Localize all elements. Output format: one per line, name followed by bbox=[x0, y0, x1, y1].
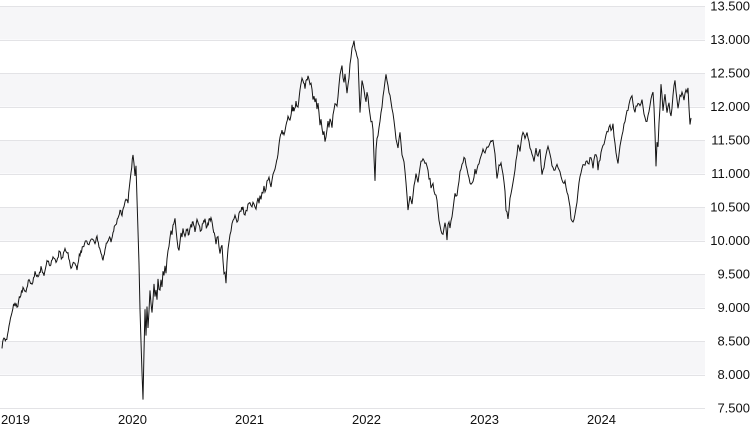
band bbox=[0, 274, 705, 308]
x-tick-label: 2024 bbox=[587, 412, 616, 427]
y-tick-label: 7.500 bbox=[717, 401, 750, 416]
y-tick-label: 11.000 bbox=[711, 166, 750, 181]
band bbox=[0, 73, 705, 107]
band bbox=[0, 140, 705, 174]
y-tick-label: 13.500 bbox=[710, 0, 750, 14]
y-tick-label: 10.000 bbox=[710, 233, 750, 248]
x-tick-label: 2021 bbox=[235, 412, 264, 427]
x-tick-label: 2022 bbox=[352, 412, 381, 427]
x-tick-label: 2020 bbox=[118, 412, 147, 427]
y-tick-label: 9.000 bbox=[717, 300, 750, 315]
price-line bbox=[1, 40, 692, 400]
band bbox=[0, 207, 705, 241]
y-tick-label: 8.500 bbox=[717, 334, 750, 349]
band bbox=[0, 6, 705, 40]
band bbox=[0, 341, 705, 375]
y-tick-label: 12.500 bbox=[710, 66, 750, 81]
y-tick-label: 11.500 bbox=[711, 133, 750, 148]
x-tick-label: 2019 bbox=[1, 412, 30, 427]
y-tick-label: 13.000 bbox=[710, 32, 750, 47]
y-tick-label: 8.000 bbox=[717, 367, 750, 382]
y-tick-label: 12.000 bbox=[710, 99, 750, 114]
x-tick-label: 2023 bbox=[470, 412, 499, 427]
y-tick-label: 9.500 bbox=[717, 267, 750, 282]
y-tick-label: 10.500 bbox=[710, 200, 750, 215]
